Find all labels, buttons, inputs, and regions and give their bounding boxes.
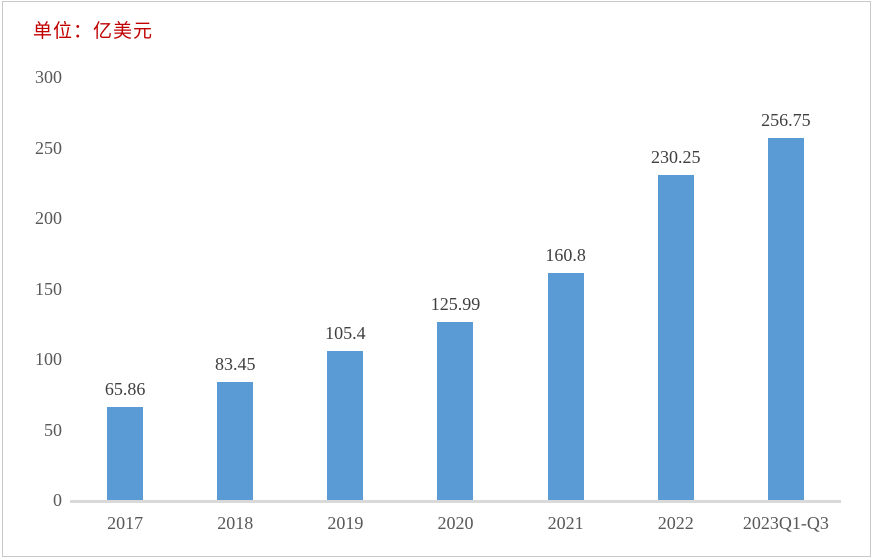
y-tick-label: 200	[35, 208, 62, 228]
bar	[547, 273, 584, 500]
bar-value-label: 160.8	[545, 245, 586, 266]
unit-label: 单位：亿美元	[33, 21, 154, 42]
x-tick-label: 2023Q1-Q3	[742, 513, 829, 533]
y-tick-label: 50	[44, 419, 62, 440]
y-tick-label: 300	[35, 67, 62, 87]
y-axis: 0 50 100 150 200 250 300	[0, 0, 63, 558]
bar	[657, 175, 694, 500]
bar-slot: 105.4	[290, 77, 400, 500]
y-tick-label: 250	[35, 137, 62, 158]
x-tick-label: 2020	[437, 513, 474, 533]
bar-slot: 230.25	[621, 77, 731, 500]
bar-slot: 65.86	[70, 77, 180, 500]
bar	[327, 351, 364, 500]
bar-slot: 83.45	[180, 77, 290, 500]
x-tick-label: 2019	[327, 513, 364, 533]
bar-value-label: 230.25	[651, 147, 701, 168]
bar-slot: 125.99	[400, 77, 510, 500]
x-tick-label: 2022	[657, 513, 694, 533]
bar-value-label: 256.75	[761, 109, 811, 130]
y-tick-label: 100	[35, 349, 62, 369]
y-tick-label: 0	[53, 490, 62, 510]
y-tick-label: 150	[35, 278, 62, 299]
bar-slot: 256.75	[731, 77, 841, 500]
bar-value-label: 83.45	[214, 354, 256, 375]
x-tick-label: 2017	[107, 513, 144, 533]
bar-value-label: 65.86	[104, 379, 146, 400]
bar	[767, 137, 804, 500]
plot-area: 65.86 83.45 105.4 125.99 160.8 230.25 256.75	[70, 77, 841, 503]
x-axis: 2017 2018 2019 2020 2021 2022 2023Q1-Q3	[70, 511, 841, 537]
bar	[217, 382, 254, 500]
bar	[437, 322, 474, 500]
x-tick-label: 2018	[217, 513, 254, 533]
bar-value-label: 105.4	[325, 323, 366, 344]
x-tick-label: 2021	[547, 513, 584, 533]
bar-value-label: 125.99	[430, 294, 481, 315]
bar	[107, 407, 144, 500]
bar-slot: 160.8	[511, 77, 621, 500]
